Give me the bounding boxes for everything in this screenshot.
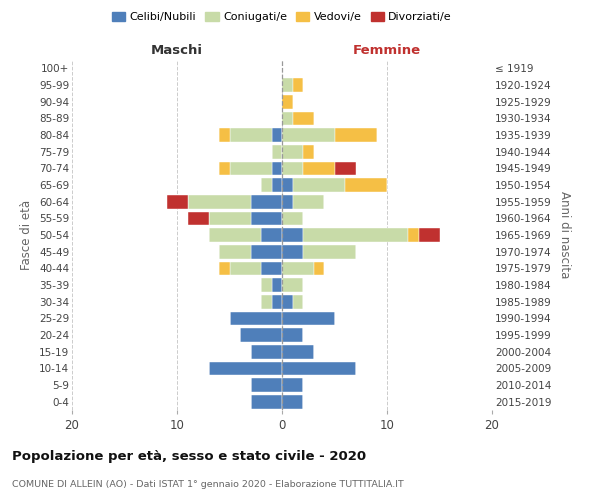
Bar	[229, 162, 271, 175]
Bar	[303, 245, 355, 258]
Bar	[419, 228, 439, 242]
Bar	[209, 212, 251, 225]
Bar	[271, 128, 282, 142]
Bar	[282, 212, 303, 225]
Text: Maschi: Maschi	[151, 44, 203, 57]
Bar	[271, 162, 282, 175]
Bar	[261, 262, 282, 275]
Bar	[293, 295, 303, 308]
Bar	[282, 195, 293, 208]
Bar	[282, 328, 303, 342]
Bar	[209, 362, 282, 375]
Bar	[282, 262, 314, 275]
Bar	[303, 145, 314, 158]
Bar	[314, 262, 324, 275]
Bar	[282, 228, 303, 242]
Bar	[282, 345, 314, 358]
Bar	[229, 262, 261, 275]
Bar	[282, 95, 293, 108]
Bar	[187, 212, 209, 225]
Bar	[282, 145, 303, 158]
Bar	[293, 178, 345, 192]
Bar	[282, 78, 293, 92]
Text: Popolazione per età, sesso e stato civile - 2020: Popolazione per età, sesso e stato civil…	[12, 450, 366, 463]
Bar	[229, 312, 282, 325]
Bar	[282, 362, 355, 375]
Bar	[303, 228, 408, 242]
Y-axis label: Fasce di età: Fasce di età	[20, 200, 34, 270]
Bar	[219, 262, 229, 275]
Bar	[293, 112, 314, 125]
Bar	[282, 278, 303, 292]
Bar	[167, 195, 187, 208]
Bar	[282, 378, 303, 392]
Bar	[251, 395, 282, 408]
Bar	[261, 295, 271, 308]
Bar	[251, 212, 282, 225]
Bar	[219, 128, 229, 142]
Bar	[303, 162, 335, 175]
Text: COMUNE DI ALLEIN (AO) - Dati ISTAT 1° gennaio 2020 - Elaborazione TUTTITALIA.IT: COMUNE DI ALLEIN (AO) - Dati ISTAT 1° ge…	[12, 480, 404, 489]
Bar	[251, 378, 282, 392]
Bar	[261, 278, 271, 292]
Bar	[282, 395, 303, 408]
Bar	[282, 295, 293, 308]
Bar	[293, 195, 324, 208]
Bar	[271, 178, 282, 192]
Bar	[251, 245, 282, 258]
Bar	[282, 245, 303, 258]
Bar	[219, 162, 229, 175]
Bar	[251, 345, 282, 358]
Y-axis label: Anni di nascita: Anni di nascita	[558, 192, 571, 278]
Bar	[345, 178, 387, 192]
Bar	[408, 228, 419, 242]
Bar	[219, 245, 251, 258]
Bar	[335, 128, 377, 142]
Bar	[282, 162, 303, 175]
Bar	[271, 278, 282, 292]
Bar	[293, 78, 303, 92]
Bar	[271, 145, 282, 158]
Bar	[271, 295, 282, 308]
Bar	[282, 178, 293, 192]
Legend: Celibi/Nubili, Coniugati/e, Vedovi/e, Divorziati/e: Celibi/Nubili, Coniugati/e, Vedovi/e, Di…	[107, 7, 457, 26]
Bar	[261, 178, 271, 192]
Bar	[282, 128, 335, 142]
Bar	[335, 162, 355, 175]
Bar	[282, 312, 335, 325]
Bar	[209, 228, 261, 242]
Bar	[187, 195, 251, 208]
Text: Femmine: Femmine	[353, 44, 421, 57]
Bar	[282, 112, 293, 125]
Bar	[240, 328, 282, 342]
Bar	[261, 228, 282, 242]
Bar	[251, 195, 282, 208]
Bar	[229, 128, 271, 142]
